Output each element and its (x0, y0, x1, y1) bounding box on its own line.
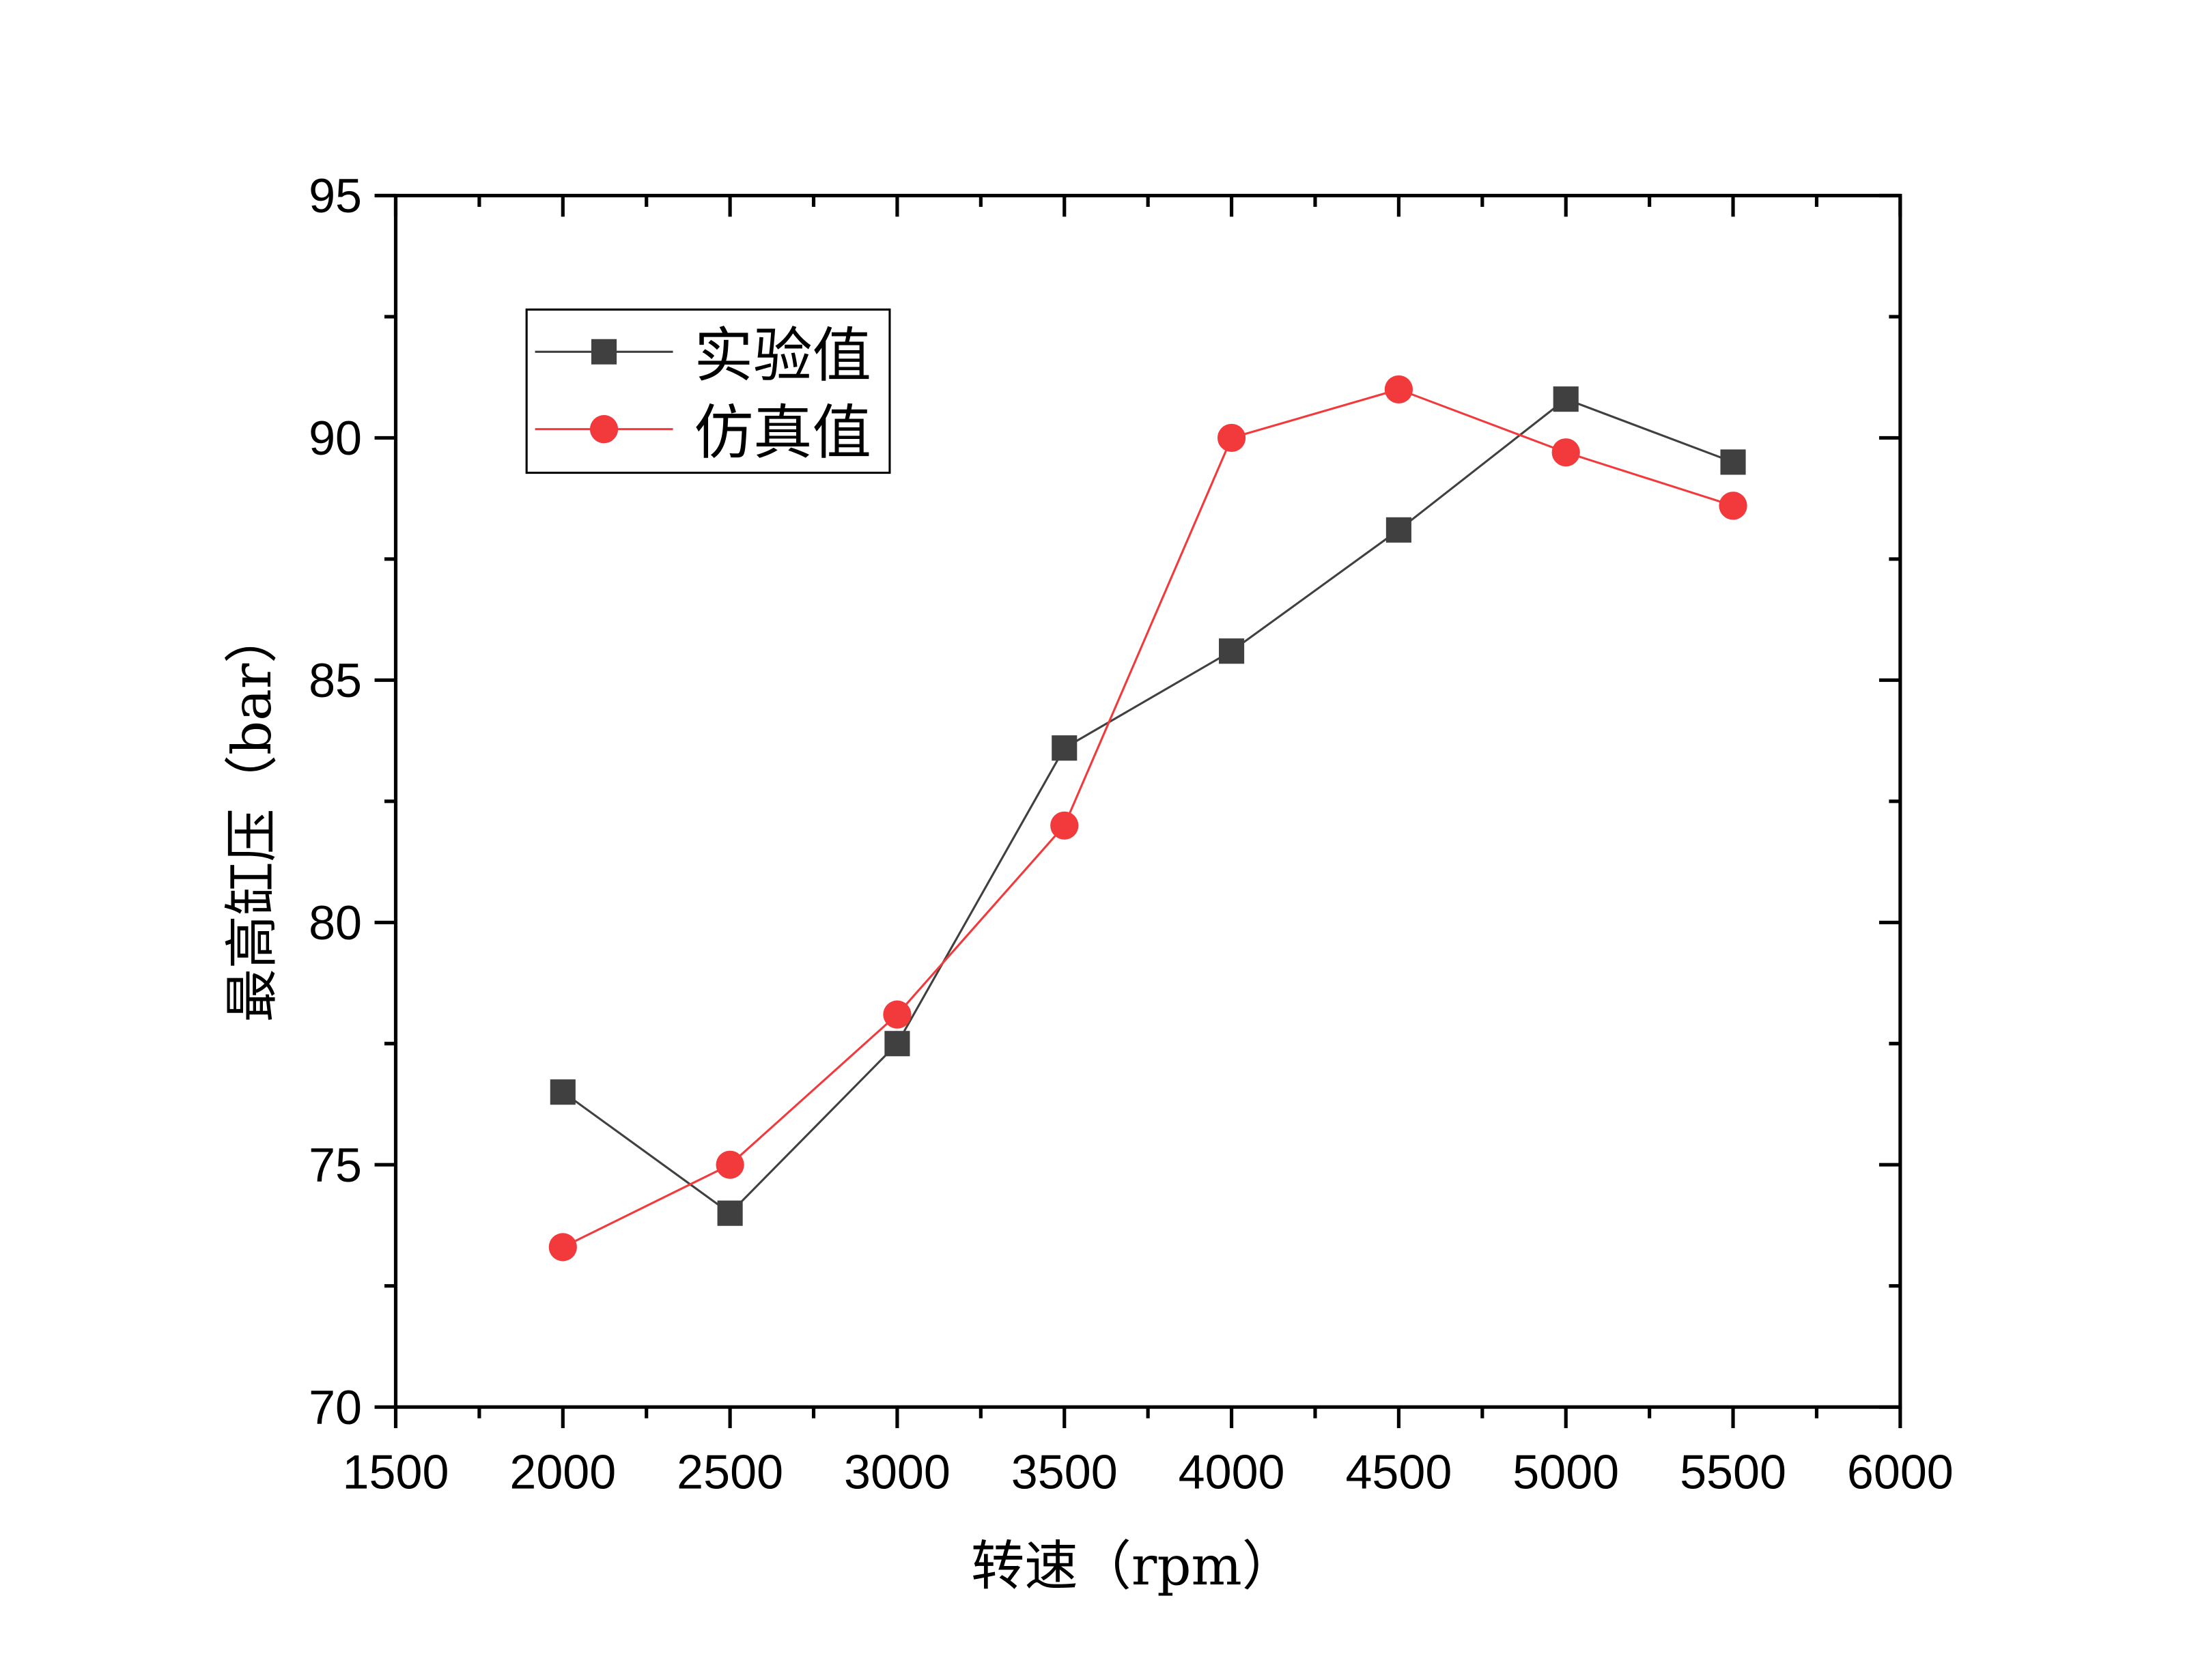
data-point (717, 1200, 743, 1226)
x-tick-label: 2000 (509, 1446, 616, 1499)
data-point (548, 1233, 577, 1262)
data-point (1720, 449, 1746, 475)
x-tick-label: 6000 (1847, 1446, 1954, 1499)
x-tick-label: 4000 (1179, 1446, 1285, 1499)
data-point (884, 1031, 910, 1057)
data-point (1719, 492, 1747, 520)
plot-frame (393, 193, 1902, 1409)
y-tick-label: 80 (309, 896, 362, 950)
x-tick-label: 3500 (1011, 1446, 1118, 1499)
data-point (1217, 423, 1246, 453)
x-tick-label: 2500 (677, 1446, 783, 1499)
series-experimental (550, 386, 1746, 1226)
data-point (716, 1150, 744, 1179)
y-tick-label: 90 (309, 412, 362, 465)
data-point (1050, 811, 1079, 840)
y-tick-label: 95 (309, 169, 362, 223)
y-axis-label: 最高缸压（bar） (221, 610, 283, 1022)
x-tick-label: 3000 (844, 1446, 951, 1499)
series-line (562, 397, 1734, 1215)
axes: 1500 2000 2500 3000 3500 4000 4500 5000 5500 6000… (309, 169, 1954, 1498)
legend-marker (589, 415, 619, 444)
series-layer (548, 375, 1747, 1262)
data-point (1553, 386, 1579, 412)
x-tick-label: 4500 (1345, 1446, 1452, 1499)
x-tick-label: 1500 (343, 1446, 449, 1499)
y-tick-label: 70 (309, 1381, 362, 1434)
series-simulation (548, 375, 1747, 1262)
data-point (883, 1000, 912, 1029)
x-axis-label: 转速（rpm） (971, 1535, 1295, 1597)
legend-marker (591, 339, 617, 365)
x-tick-label: 5500 (1680, 1446, 1786, 1499)
y-tick-label: 75 (309, 1139, 362, 1192)
x-tick-label: 5000 (1512, 1446, 1619, 1499)
legend-label: 仿真值 (694, 399, 871, 468)
series-line (562, 388, 1734, 1249)
y-tick-label: 85 (309, 654, 362, 707)
legend-box (525, 308, 891, 474)
data-point (1219, 638, 1245, 664)
legend-label: 实验值 (694, 322, 871, 390)
data-point (550, 1079, 576, 1105)
data-point (1384, 375, 1413, 404)
data-point (1551, 438, 1580, 467)
data-point (1385, 517, 1411, 543)
data-point (1052, 735, 1078, 761)
